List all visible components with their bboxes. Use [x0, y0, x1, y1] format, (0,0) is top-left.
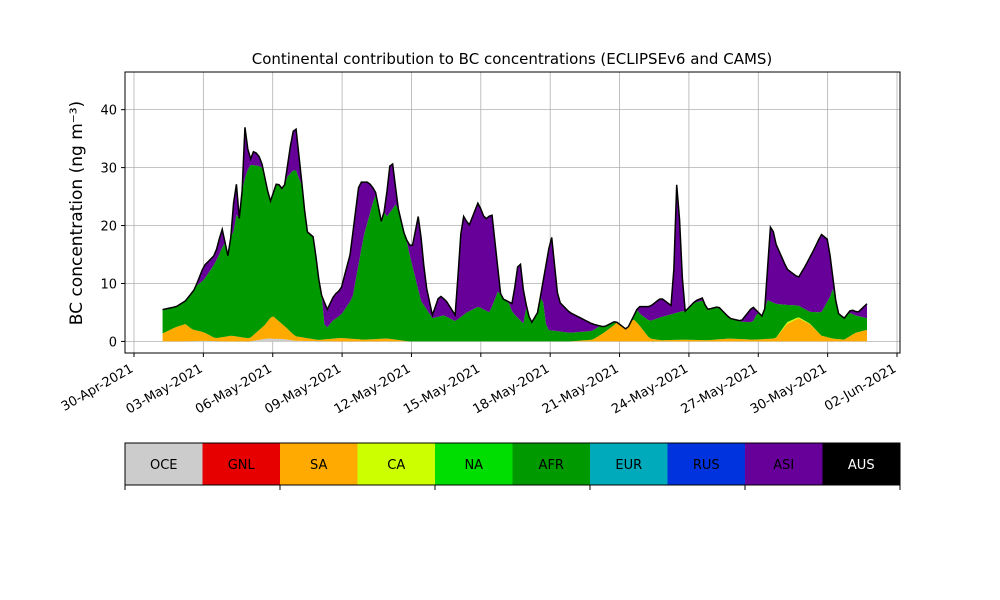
area-ca	[162, 316, 867, 342]
legend-swatch-sa	[280, 443, 358, 485]
y-tick-label: 20	[100, 220, 117, 235]
legend-label-asi: ASI	[773, 458, 794, 473]
x-tick-label: 30-May-2021	[748, 361, 830, 417]
colorbar-frame	[124, 442, 901, 486]
legend-label-gnl: GNL	[228, 458, 256, 473]
y-tick-label: 10	[100, 277, 117, 292]
y-tick-label: 30	[100, 162, 117, 177]
legend-label-afr: AFR	[539, 458, 564, 473]
legend-label-na: NA	[464, 458, 483, 473]
legend-swatch-ca	[357, 443, 435, 485]
legend-label-oce: OCE	[150, 458, 178, 473]
legend-swatch-eur	[590, 443, 668, 485]
legend-label-aus: AUS	[848, 458, 875, 473]
x-tick-label: 24-May-2021	[609, 361, 691, 417]
x-tick-label: 21-May-2021	[540, 361, 622, 417]
plot-area: 01020304030-Apr-202103-May-202106-May-20…	[59, 71, 901, 417]
axes-frame	[124, 71, 901, 354]
legend-swatch-asi	[745, 443, 823, 485]
area-sa	[162, 316, 867, 342]
y-tick-label: 40	[100, 104, 117, 119]
legend-swatch-oce	[125, 443, 203, 485]
chart-title: Continental contribution to BC concentra…	[252, 50, 773, 68]
y-tick-label: 0	[109, 335, 117, 350]
legend-swatch-aus	[822, 443, 900, 485]
x-tick-label: 02-Jun-2021	[822, 361, 899, 414]
x-tick-label: 18-May-2021	[471, 361, 553, 417]
x-tick-label: 06-May-2021	[193, 361, 275, 417]
y-axis-label: BC concentration (ng m⁻³)	[67, 101, 87, 325]
x-tick-label: 15-May-2021	[401, 361, 483, 417]
x-tick-label: 27-May-2021	[679, 361, 761, 417]
legend-label-eur: EUR	[615, 458, 642, 473]
legend-swatch-afr	[512, 443, 590, 485]
legend-colorbar: OCE GNL SA CA NA AFR EUR RUS ASI AUS	[124, 442, 901, 490]
legend-swatch-rus	[667, 443, 745, 485]
x-tick-label: 03-May-2021	[124, 361, 206, 417]
x-tick-label: 09-May-2021	[262, 361, 344, 417]
legend-label-sa: SA	[310, 458, 327, 473]
legend-swatch-na	[435, 443, 513, 485]
legend-swatch-gnl	[202, 443, 280, 485]
legend-label-ca: CA	[387, 458, 405, 473]
total-line	[162, 127, 868, 330]
x-tick-label: 12-May-2021	[332, 361, 414, 417]
area-afr	[162, 164, 867, 342]
legend-label-rus: RUS	[693, 458, 720, 473]
